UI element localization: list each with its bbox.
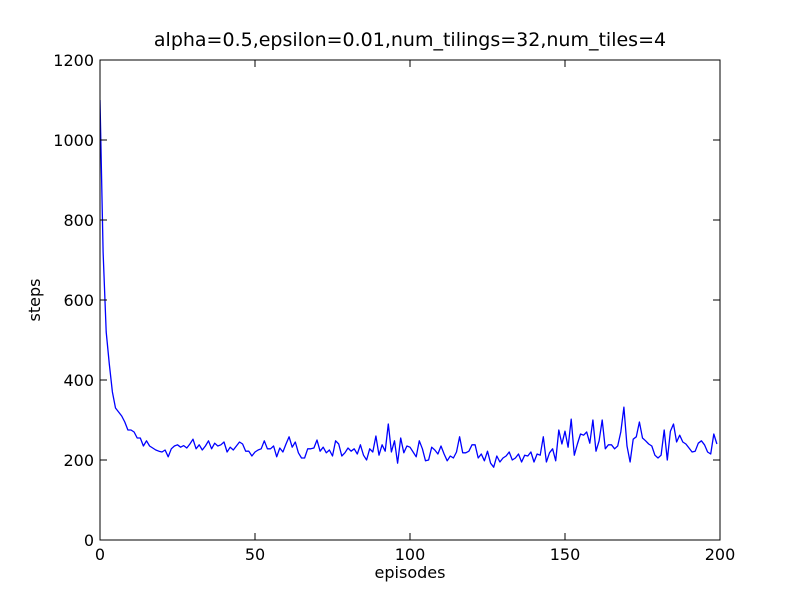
y-tick-label: 400	[63, 371, 94, 390]
plot-frame	[99, 59, 721, 541]
y-tick-label: 1200	[53, 51, 94, 70]
y-tick-label: 800	[63, 211, 94, 230]
x-tick-label: 0	[95, 545, 105, 564]
x-tick-label: 200	[705, 545, 736, 564]
data-line	[100, 99, 718, 468]
x-tick-label: 100	[395, 545, 426, 564]
x-axis-label: episodes	[375, 563, 446, 582]
y-tick-label: 0	[84, 531, 94, 550]
chart-title: alpha=0.5,epsilon=0.01,num_tilings=32,nu…	[154, 29, 666, 51]
y-tick-label: 1000	[53, 131, 94, 150]
y-axis-label: steps	[25, 279, 44, 322]
y-tick-label: 200	[63, 451, 94, 470]
y-tick-label: 600	[63, 291, 94, 310]
x-tick-label: 150	[550, 545, 581, 564]
x-tick-label: 50	[245, 545, 265, 564]
